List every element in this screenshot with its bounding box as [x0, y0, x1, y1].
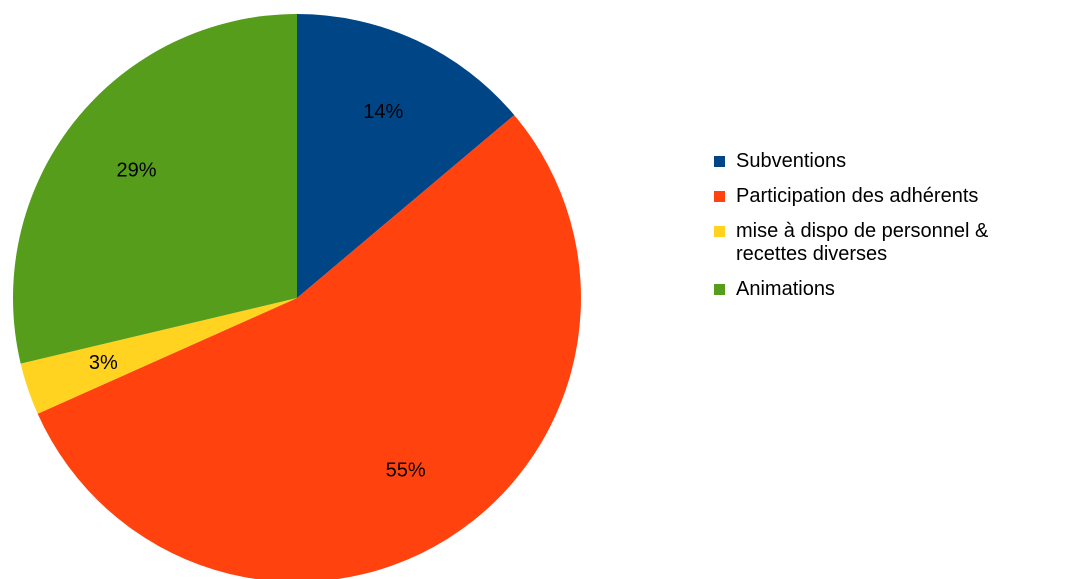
- legend-swatch-subventions: [714, 156, 725, 167]
- data-label-participation-des-adherents: 55%: [386, 460, 426, 482]
- pie-slice-mise-a-dispo-de-personnel: [20, 298, 298, 414]
- legend-item-participation-des-adherents: Participation des adhérents: [714, 185, 1061, 208]
- legend-label-animations: Animations: [736, 278, 835, 300]
- legend-swatch-animations: [714, 284, 725, 295]
- legend-label-participation-des-adherents: Participation des adhérents: [736, 185, 979, 207]
- legend: Subventions Participation des adhérents mi…: [714, 150, 1061, 313]
- data-label-subventions: 14%: [363, 101, 403, 123]
- legend-item-subventions: Subventions: [714, 150, 1061, 173]
- data-label-animations: 29%: [117, 160, 157, 182]
- pie-slice-subventions: [297, 14, 515, 298]
- legend-item-mise-a-dispo-de-personnel: mise à dispo de personnel & recettes div…: [714, 220, 1061, 266]
- pie-slice-participation-des-adherents: [37, 115, 581, 579]
- legend-label-subventions: Subventions: [736, 150, 847, 172]
- legend-label-mise-a-dispo-de-personnel: mise à dispo de personnel & recettes div…: [736, 220, 989, 265]
- legend-item-animations: Animations: [714, 278, 1061, 301]
- data-label-mise-a-dispo-de-personnel: 3%: [89, 352, 118, 374]
- legend-swatch-mise-a-dispo-de-personnel: [714, 226, 725, 237]
- legend-swatch-participation-des-adherents: [714, 191, 725, 202]
- pie-slice-animations: [13, 14, 298, 364]
